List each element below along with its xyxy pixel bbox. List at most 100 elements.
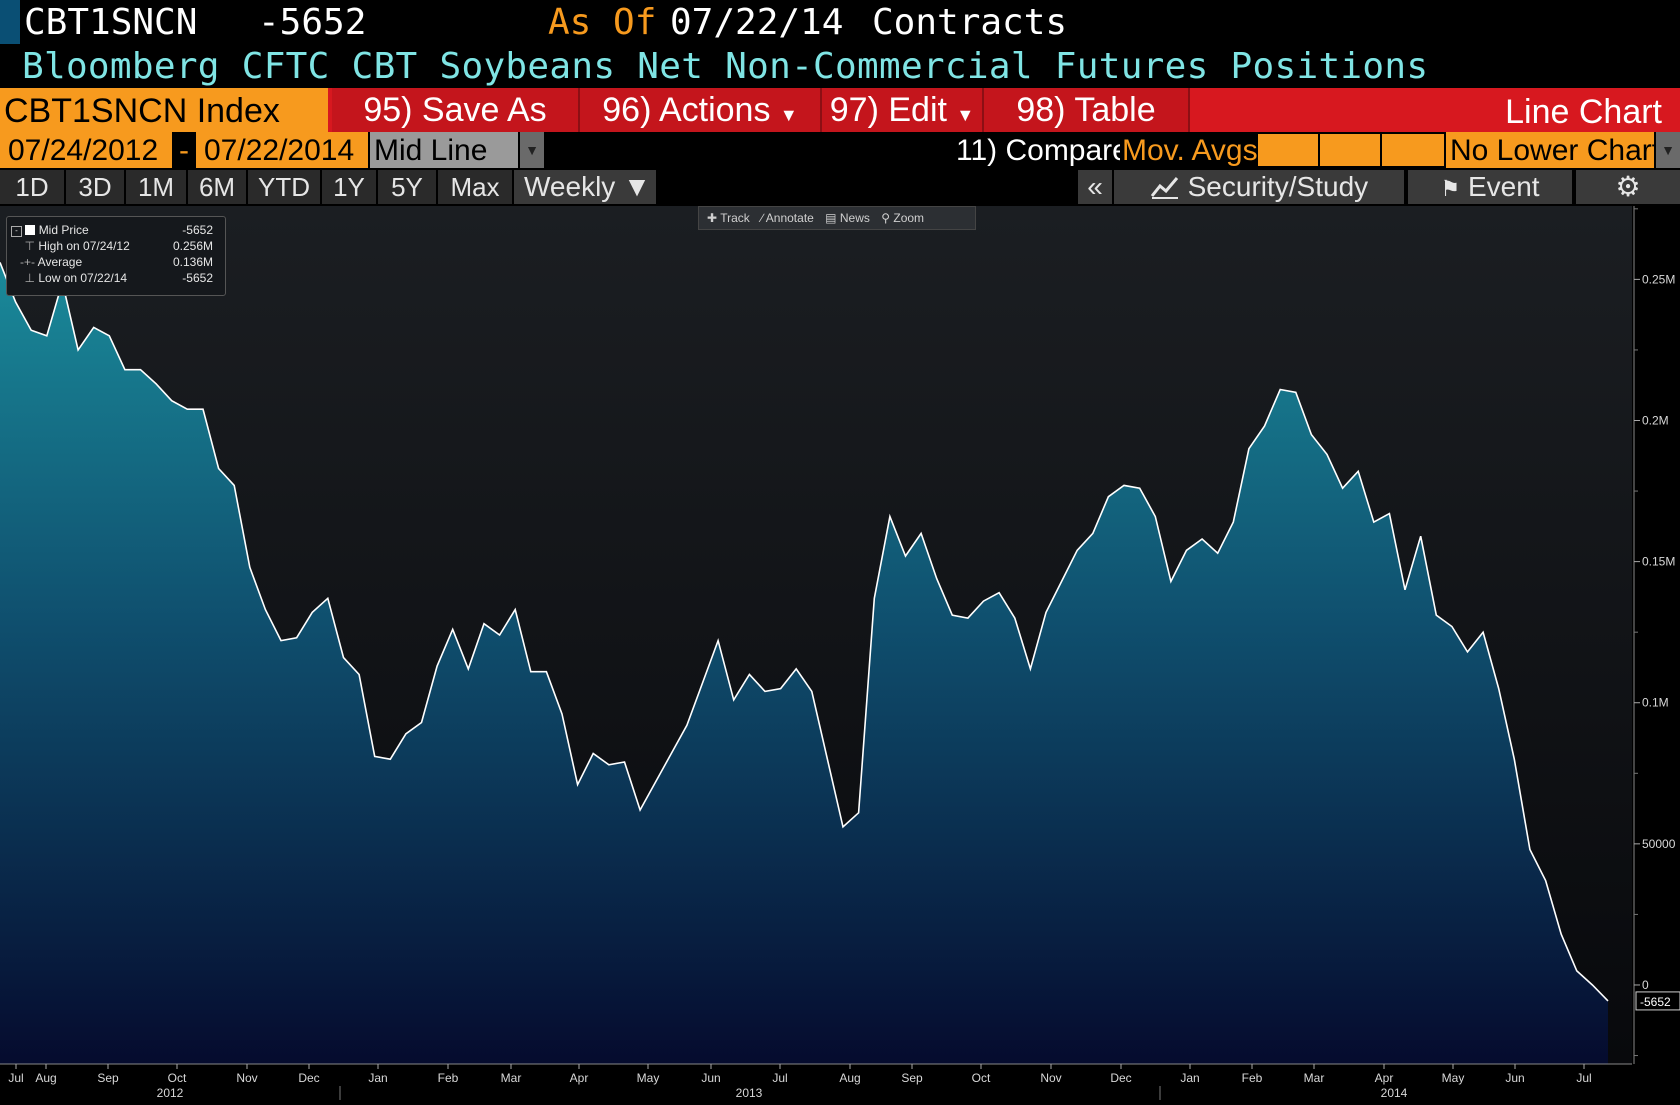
legend-label: Mid Price bbox=[38, 223, 89, 237]
legend-row: ⊥ Low on 07/22/14 -5652 bbox=[11, 271, 219, 285]
security-description: Bloomberg CFTC CBT Soybeans Net Non-Comm… bbox=[22, 46, 1429, 87]
last-value-tag: -5652 bbox=[1635, 991, 1680, 1011]
compare-button[interactable]: 11) Compare bbox=[956, 134, 1129, 167]
x-month-label: May bbox=[637, 1071, 660, 1085]
chart-svg[interactable]: 0.25M 0.2M 0.15M 0.1M 50000 0 -5652 Jul Aug Sep O… bbox=[0, 206, 1680, 1100]
main-toolbar: CBT1SNCN Index 95) Save As 96) Actions ▼… bbox=[0, 88, 1680, 132]
y-tick-label: 0 bbox=[1642, 978, 1649, 992]
series-area-fill bbox=[0, 262, 1608, 1064]
x-month-label: Aug bbox=[839, 1071, 860, 1085]
collapse-button[interactable]: « bbox=[1078, 170, 1112, 204]
period-button-6m[interactable]: 6M bbox=[188, 170, 246, 204]
lower-chart-select[interactable]: No Lower Chart bbox=[1446, 132, 1654, 168]
security-study-label: Security/Study bbox=[1187, 171, 1369, 202]
period-button-1d[interactable]: 1D bbox=[0, 170, 64, 204]
mov-avgs-button[interactable]: Mov. Avgs bbox=[1120, 132, 1260, 168]
edit-button[interactable]: 97) Edit ▼ bbox=[822, 88, 984, 132]
x-year-label: 2013 bbox=[736, 1086, 763, 1100]
frequency-select[interactable]: Weekly ▼ bbox=[514, 170, 656, 204]
x-month-label: Jun bbox=[1505, 1071, 1524, 1085]
legend-value: 0.256M bbox=[172, 239, 213, 253]
series-swatch bbox=[25, 225, 36, 235]
legend-value: 0.136M bbox=[172, 255, 213, 269]
actions-button[interactable]: 96) Actions ▼ bbox=[580, 88, 822, 132]
collapse-icon[interactable]: - bbox=[11, 226, 22, 237]
period-button-1y[interactable]: 1Y bbox=[322, 170, 376, 204]
x-month-label: Jul bbox=[8, 1071, 23, 1085]
pencil-icon: ∕ bbox=[761, 211, 764, 225]
last-value: -5652 bbox=[258, 2, 367, 43]
period-button-3d[interactable]: 3D bbox=[66, 170, 124, 204]
price-chart[interactable]: 0.25M 0.2M 0.15M 0.1M 50000 0 -5652 Jul Aug Sep O… bbox=[0, 206, 1680, 1100]
event-button[interactable]: ⚑ Event bbox=[1408, 170, 1572, 204]
legend-row: - Mid Price -5652 bbox=[11, 223, 219, 237]
chevron-down-icon: ▼ bbox=[956, 105, 975, 125]
annotate-label: Annotate bbox=[765, 211, 814, 225]
legend-row: ⊤ High on 07/24/12 0.256M bbox=[11, 239, 219, 253]
table-button[interactable]: 98) Table bbox=[984, 88, 1190, 132]
chevron-down-icon: ▼ bbox=[779, 105, 798, 125]
last-value-tag-label: -5652 bbox=[1640, 995, 1671, 1009]
legend-value: -5652 bbox=[182, 223, 213, 237]
chart-type-label[interactable]: Line Chart bbox=[1505, 93, 1662, 131]
date-range-bar: 07/24/2012 - 07/22/2014 Mid Line ▼ 11) C… bbox=[0, 132, 1680, 168]
x-month-label: Aug bbox=[35, 1071, 56, 1085]
y-tick-label: 0.25M bbox=[1642, 272, 1675, 286]
x-month-label: May bbox=[1442, 1071, 1465, 1085]
y-tick-label: 0.2M bbox=[1642, 414, 1669, 428]
x-month-label: Dec bbox=[1110, 1071, 1131, 1085]
legend-box[interactable]: - Mid Price -5652 ⊤ High on 07/24/12 0.2… bbox=[6, 216, 226, 296]
x-month-label: Sep bbox=[901, 1071, 923, 1085]
annotate-tool[interactable]: ∕ Annotate bbox=[761, 211, 814, 225]
legend-value: -5652 bbox=[182, 271, 213, 285]
settings-gear-icon[interactable]: ⚙ bbox=[1576, 170, 1680, 204]
header-marker bbox=[0, 0, 20, 44]
start-date-field[interactable]: 07/24/2012 bbox=[0, 132, 172, 168]
track-tool[interactable]: ✚ Track bbox=[707, 211, 750, 225]
news-icon: ▤ bbox=[825, 211, 837, 225]
as-of-label: As Of bbox=[548, 2, 657, 43]
x-month-label: Dec bbox=[298, 1071, 319, 1085]
end-date-field[interactable]: 07/22/2014 bbox=[196, 132, 368, 168]
x-month-label: Jul bbox=[772, 1071, 787, 1085]
legend-label: Low on 07/22/14 bbox=[38, 271, 128, 285]
chevron-down-icon[interactable]: ▼ bbox=[1656, 132, 1680, 168]
zoom-tool[interactable]: ⚲ Zoom bbox=[881, 211, 924, 225]
price-type-select[interactable]: Mid Line bbox=[370, 132, 518, 168]
high-marker-icon: ⊤ bbox=[24, 239, 35, 253]
period-button-5y[interactable]: 5Y bbox=[378, 170, 436, 204]
period-button-ytd[interactable]: YTD bbox=[248, 170, 320, 204]
news-label: News bbox=[839, 211, 870, 225]
x-month-label: Nov bbox=[1040, 1071, 1061, 1085]
study-slot-3[interactable] bbox=[1382, 134, 1444, 166]
save-as-button[interactable]: 95) Save As bbox=[332, 88, 580, 132]
magnifier-icon: ⚲ bbox=[881, 211, 891, 225]
legend-row: -+- Average 0.136M bbox=[11, 255, 219, 269]
zoom-label: Zoom bbox=[893, 211, 925, 225]
period-button-1m[interactable]: 1M bbox=[126, 170, 186, 204]
study-slot-1[interactable] bbox=[1258, 134, 1319, 166]
y-axis-background bbox=[1632, 206, 1680, 1100]
x-month-label: Jan bbox=[368, 1071, 387, 1085]
security-study-button[interactable]: Security/Study bbox=[1114, 170, 1404, 204]
edit-button-label: 97) Edit bbox=[829, 91, 947, 129]
ticker-label: CBT1SNCN bbox=[24, 2, 198, 43]
event-label: Event bbox=[1467, 171, 1540, 202]
legend-label: High on 07/24/12 bbox=[38, 239, 130, 253]
x-month-label: Mar bbox=[1304, 1071, 1325, 1085]
series-line[interactable] bbox=[0, 262, 1609, 1002]
x-month-label: Sep bbox=[97, 1071, 119, 1085]
average-marker-icon: -+- bbox=[20, 255, 35, 269]
period-bar: 1D 3D 1M 6M YTD 1Y 5Y Max Weekly ▼ « Security/S… bbox=[0, 168, 1680, 206]
track-label: Track bbox=[720, 211, 750, 225]
x-month-label: Jul bbox=[1576, 1071, 1591, 1085]
chevron-down-icon[interactable]: ▼ bbox=[520, 132, 544, 168]
actions-button-label: 96) Actions bbox=[602, 91, 771, 129]
x-month-label: Nov bbox=[236, 1071, 257, 1085]
x-month-label: Jan bbox=[1180, 1071, 1199, 1085]
security-field[interactable]: CBT1SNCN Index bbox=[0, 88, 328, 132]
legend-label: Average bbox=[37, 255, 83, 269]
study-slot-2[interactable] bbox=[1320, 134, 1381, 166]
news-tool[interactable]: ▤ News bbox=[825, 211, 870, 225]
period-button-max[interactable]: Max bbox=[438, 170, 512, 204]
